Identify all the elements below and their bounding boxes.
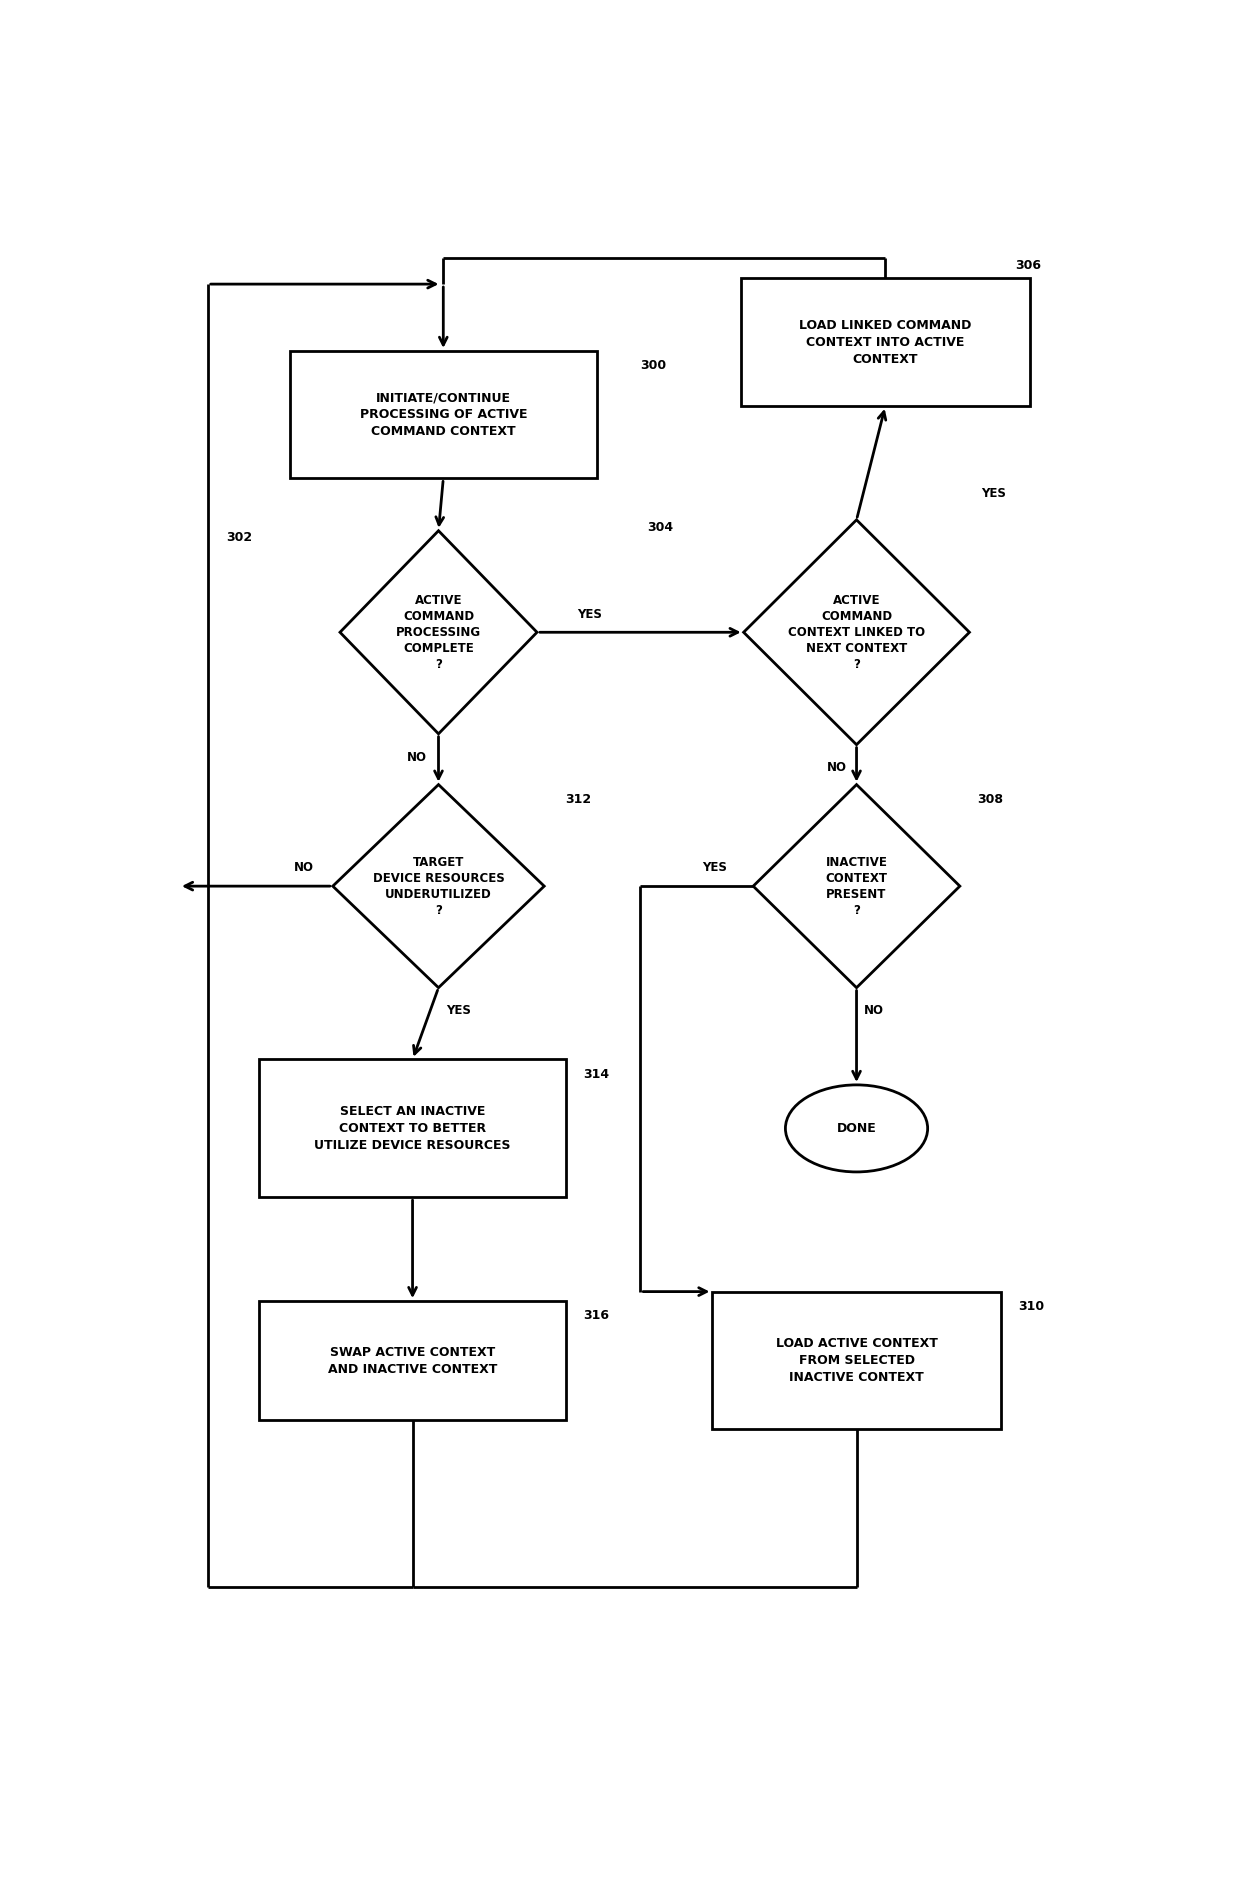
Text: 306: 306 <box>1016 258 1042 271</box>
Text: 308: 308 <box>977 793 1003 806</box>
Text: 310: 310 <box>1018 1300 1044 1313</box>
Text: NO: NO <box>827 761 847 774</box>
Polygon shape <box>340 531 537 735</box>
Text: ACTIVE
COMMAND
CONTEXT LINKED TO
NEXT CONTEXT
?: ACTIVE COMMAND CONTEXT LINKED TO NEXT CO… <box>787 593 925 671</box>
Text: NO: NO <box>864 1004 884 1017</box>
Text: SWAP ACTIVE CONTEXT
AND INACTIVE CONTEXT: SWAP ACTIVE CONTEXT AND INACTIVE CONTEXT <box>327 1345 497 1375</box>
Text: 316: 316 <box>584 1309 610 1323</box>
FancyBboxPatch shape <box>259 1302 567 1421</box>
Text: NO: NO <box>407 750 427 763</box>
Ellipse shape <box>785 1085 928 1172</box>
Text: NO: NO <box>294 861 314 874</box>
Text: ACTIVE
COMMAND
PROCESSING
COMPLETE
?: ACTIVE COMMAND PROCESSING COMPLETE ? <box>396 593 481 671</box>
Text: YES: YES <box>578 609 603 622</box>
Text: 312: 312 <box>565 793 591 806</box>
FancyBboxPatch shape <box>259 1059 567 1198</box>
Text: 304: 304 <box>647 520 673 533</box>
Text: LOAD LINKED COMMAND
CONTEXT INTO ACTIVE
CONTEXT: LOAD LINKED COMMAND CONTEXT INTO ACTIVE … <box>799 318 972 365</box>
Text: INITIATE/CONTINUE
PROCESSING OF ACTIVE
COMMAND CONTEXT: INITIATE/CONTINUE PROCESSING OF ACTIVE C… <box>360 392 527 439</box>
Polygon shape <box>753 784 960 987</box>
FancyBboxPatch shape <box>712 1292 1001 1430</box>
Text: INACTIVE
CONTEXT
PRESENT
?: INACTIVE CONTEXT PRESENT ? <box>826 855 888 918</box>
Text: TARGET
DEVICE RESOURCES
UNDERUTILIZED
?: TARGET DEVICE RESOURCES UNDERUTILIZED ? <box>372 855 505 918</box>
FancyBboxPatch shape <box>289 350 596 479</box>
Text: DONE: DONE <box>837 1121 877 1134</box>
Text: LOAD ACTIVE CONTEXT
FROM SELECTED
INACTIVE CONTEXT: LOAD ACTIVE CONTEXT FROM SELECTED INACTI… <box>775 1338 937 1385</box>
Polygon shape <box>332 784 544 987</box>
FancyBboxPatch shape <box>742 279 1029 405</box>
Text: YES: YES <box>702 861 727 874</box>
Text: YES: YES <box>981 488 1006 501</box>
Text: 302: 302 <box>227 531 253 544</box>
Text: 300: 300 <box>640 358 666 371</box>
Text: SELECT AN INACTIVE
CONTEXT TO BETTER
UTILIZE DEVICE RESOURCES: SELECT AN INACTIVE CONTEXT TO BETTER UTI… <box>314 1104 511 1151</box>
Text: YES: YES <box>446 1004 471 1017</box>
Polygon shape <box>744 520 970 744</box>
Text: 314: 314 <box>584 1068 610 1081</box>
